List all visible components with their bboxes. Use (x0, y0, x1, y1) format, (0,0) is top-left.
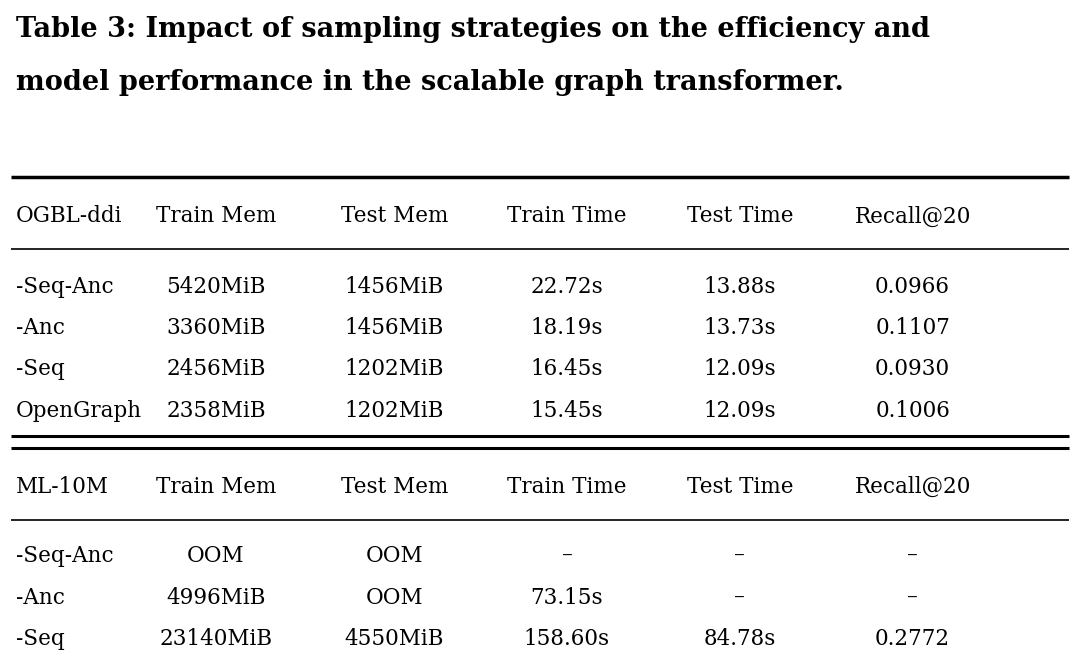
Text: Test Time: Test Time (687, 476, 793, 498)
Text: 13.73s: 13.73s (703, 317, 777, 339)
Text: 158.60s: 158.60s (524, 628, 610, 650)
Text: 5420MiB: 5420MiB (166, 276, 266, 298)
Text: Train Mem: Train Mem (156, 205, 276, 228)
Text: –: – (907, 545, 918, 567)
Text: -Anc: -Anc (16, 317, 65, 339)
Text: -Seq-Anc: -Seq-Anc (16, 276, 113, 298)
Text: Train Mem: Train Mem (156, 476, 276, 498)
Text: 84.78s: 84.78s (703, 628, 777, 650)
Text: –: – (562, 545, 572, 567)
Text: ML-10M: ML-10M (16, 476, 109, 498)
Text: 12.09s: 12.09s (703, 400, 777, 422)
Text: Train Time: Train Time (508, 205, 626, 228)
Text: –: – (734, 545, 745, 567)
Text: Recall@20: Recall@20 (854, 205, 971, 228)
Text: 22.72s: 22.72s (530, 276, 604, 298)
Text: Table 3: Impact of sampling strategies on the efficiency and: Table 3: Impact of sampling strategies o… (16, 16, 930, 43)
Text: -Seq-Anc: -Seq-Anc (16, 545, 113, 567)
Text: 23140MiB: 23140MiB (160, 628, 272, 650)
Text: 0.1006: 0.1006 (875, 400, 950, 422)
Text: -Anc: -Anc (16, 586, 65, 609)
Text: 0.2772: 0.2772 (875, 628, 950, 650)
Text: 4550MiB: 4550MiB (345, 628, 444, 650)
Text: 16.45s: 16.45s (530, 358, 604, 380)
Text: OOM: OOM (365, 545, 423, 567)
Text: 0.0930: 0.0930 (875, 358, 950, 380)
Text: -Seq: -Seq (16, 358, 65, 380)
Text: OOM: OOM (365, 586, 423, 609)
Text: Test Time: Test Time (687, 205, 793, 228)
Text: 1202MiB: 1202MiB (345, 400, 444, 422)
Text: Test Mem: Test Mem (340, 205, 448, 228)
Text: Train Time: Train Time (508, 476, 626, 498)
Text: 4996MiB: 4996MiB (166, 586, 266, 609)
Text: 3360MiB: 3360MiB (166, 317, 266, 339)
Text: –: – (907, 586, 918, 609)
Text: 2358MiB: 2358MiB (166, 400, 266, 422)
Text: –: – (734, 586, 745, 609)
Text: 0.1107: 0.1107 (875, 317, 950, 339)
Text: 0.0966: 0.0966 (875, 276, 950, 298)
Text: 12.09s: 12.09s (703, 358, 777, 380)
Text: 2456MiB: 2456MiB (166, 358, 266, 380)
Text: OOM: OOM (187, 545, 245, 567)
Text: 73.15s: 73.15s (530, 586, 604, 609)
Text: model performance in the scalable graph transformer.: model performance in the scalable graph … (16, 69, 845, 96)
Text: 1456MiB: 1456MiB (345, 276, 444, 298)
Text: Test Mem: Test Mem (340, 476, 448, 498)
Text: 1202MiB: 1202MiB (345, 358, 444, 380)
Text: 15.45s: 15.45s (530, 400, 604, 422)
Text: 18.19s: 18.19s (530, 317, 604, 339)
Text: 13.88s: 13.88s (703, 276, 777, 298)
Text: OGBL-ddi: OGBL-ddi (16, 205, 123, 228)
Text: Recall@20: Recall@20 (854, 476, 971, 498)
Text: 1456MiB: 1456MiB (345, 317, 444, 339)
Text: -Seq: -Seq (16, 628, 65, 650)
Text: OpenGraph: OpenGraph (16, 400, 143, 422)
